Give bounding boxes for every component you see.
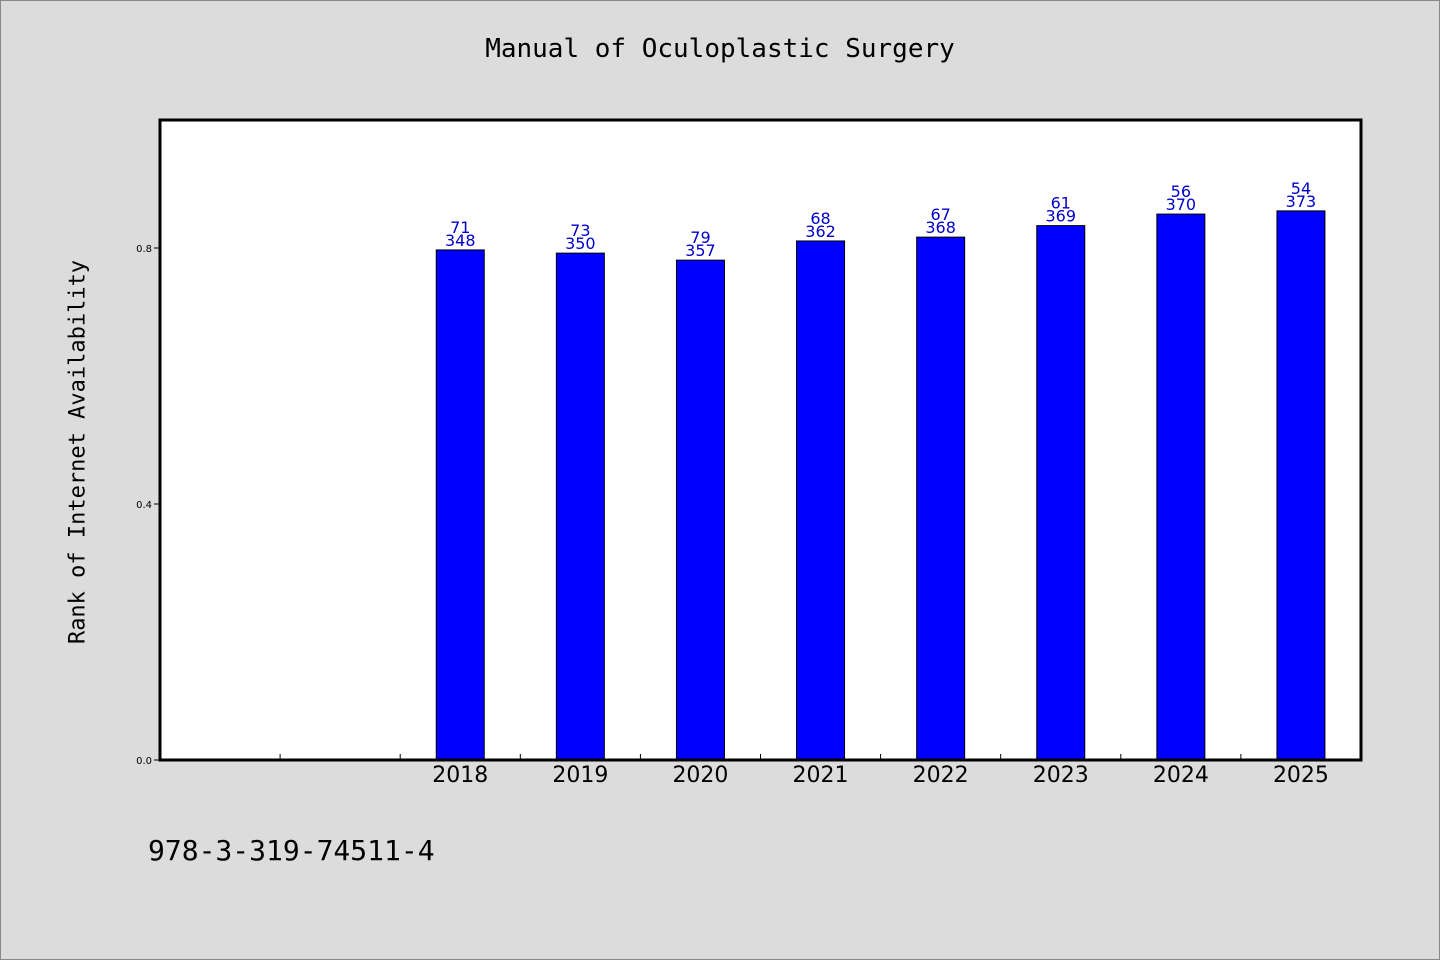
bar-label-top: 67 (930, 205, 950, 224)
bar-label-bottom: 357 (685, 241, 716, 260)
bar-label-bottom: 370 (1166, 195, 1197, 214)
bar-label-top: 68 (810, 209, 830, 228)
x-tick-label: 2023 (1033, 763, 1089, 788)
isbn-text: 978-3-319-74511-4 (148, 834, 435, 867)
bar-label-top: 79 (690, 228, 710, 247)
bar-label-top: 73 (570, 221, 590, 240)
bar-2023 (1036, 225, 1086, 761)
bar-label-top: 54 (1291, 179, 1311, 198)
bar-2024 (1156, 213, 1206, 761)
y-tick-label: 0.4 (136, 500, 152, 511)
x-tick-label: 2018 (432, 763, 488, 788)
bar-2022 (916, 236, 966, 761)
x-tick-label: 2020 (672, 763, 728, 788)
bar-label-top: 56 (1171, 182, 1191, 201)
y-tick-label: 0.0 (136, 756, 152, 767)
y-tick-label: 0.8 (136, 244, 152, 255)
x-tick-label: 2021 (793, 763, 849, 788)
bar-2019 (555, 252, 605, 761)
chart-title: Manual of Oculoplastic Surgery (485, 34, 955, 64)
bar-label-top: 61 (1051, 194, 1071, 213)
bar-label-top: 71 (450, 218, 470, 237)
bar-label-bottom: 368 (925, 218, 956, 237)
bar-2025 (1276, 210, 1326, 761)
x-tick-label: 2025 (1273, 763, 1329, 788)
x-tick-label: 2019 (552, 763, 608, 788)
x-tick-label: 2022 (913, 763, 969, 788)
bar-2020 (675, 259, 725, 761)
bar-label-bottom: 350 (565, 234, 596, 253)
bar-label-bottom: 369 (1045, 207, 1076, 226)
bar-2018 (435, 249, 485, 761)
bar-label-bottom: 373 (1286, 192, 1317, 211)
plot-border (158, 118, 1363, 762)
bar-2021 (796, 240, 846, 761)
bar-label-bottom: 348 (445, 231, 476, 250)
x-tick-label: 2024 (1153, 763, 1209, 788)
bar-label-bottom: 362 (805, 222, 836, 241)
